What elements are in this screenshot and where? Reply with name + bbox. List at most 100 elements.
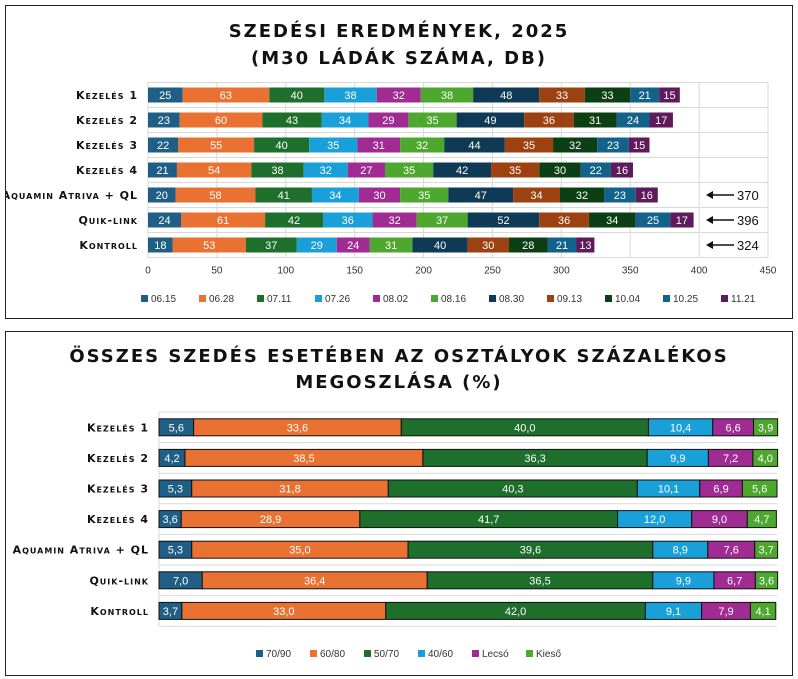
bar-segment	[508, 237, 548, 253]
data-label: 38,5	[293, 453, 314, 465]
data-label: 3,6	[162, 514, 177, 526]
legend-label: 09.13	[557, 294, 582, 305]
data-label: 35	[418, 190, 430, 202]
data-label: 16	[616, 165, 628, 177]
x-tick-label: 100	[277, 266, 294, 277]
data-label: 17	[655, 115, 667, 127]
category-label: Kezelés 2	[87, 452, 149, 465]
bar-segment	[400, 137, 445, 153]
x-tick-label: 350	[622, 266, 639, 277]
data-label: 40	[291, 90, 303, 102]
bar-segment	[303, 162, 348, 178]
bar-segment	[584, 87, 631, 103]
bar-segment	[368, 112, 409, 128]
data-label: 23	[158, 115, 170, 127]
bar-segment	[539, 212, 589, 228]
bar-segment	[182, 87, 270, 103]
bar-segment	[400, 187, 449, 203]
bar-segment	[324, 87, 377, 103]
bar-segment	[635, 212, 671, 228]
legend-label: 06.28	[209, 294, 234, 305]
category-label: Kezelés 2	[76, 114, 138, 127]
data-label: 44	[468, 140, 480, 152]
bar-segment	[311, 187, 359, 203]
data-label: 21	[156, 165, 168, 177]
legend-label: 50/70	[374, 649, 399, 660]
data-label: 48	[500, 90, 512, 102]
data-label: 15	[663, 90, 675, 102]
legend-swatch	[663, 295, 670, 302]
data-label: 7,0	[173, 575, 188, 587]
data-label: 30	[373, 190, 385, 202]
data-label: 55	[210, 140, 222, 152]
bar-segment	[181, 212, 266, 228]
data-label: 5,3	[168, 545, 183, 557]
bar-segment	[178, 137, 255, 153]
data-label: 23	[607, 140, 619, 152]
data-label: 33,0	[273, 606, 294, 618]
stacked-bar-chart-percent: Kezelés 1 5,6 33,6 40,0 10,4 6,6 3,9 Kezelés 2 4…	[13, 411, 779, 660]
data-label: 4,0	[758, 453, 773, 465]
category-label: Kontroll	[90, 605, 149, 618]
bar-segment	[616, 112, 650, 128]
legend-swatch	[364, 650, 371, 657]
data-label: 31,8	[279, 484, 300, 496]
data-label: 43	[286, 115, 298, 127]
data-label: 25	[647, 215, 659, 227]
data-label: 42	[288, 215, 300, 227]
chart-title: ÖSSZES SZEDÉS ESETÉBEN AZ OSZTÁLYOK SZÁZ…	[6, 344, 792, 396]
data-label: 16	[641, 190, 653, 202]
data-label: 12,0	[644, 514, 665, 526]
arrow-head-icon	[706, 241, 713, 249]
data-label: 40	[434, 240, 446, 252]
data-label: 38	[271, 165, 283, 177]
bar-segment	[336, 237, 370, 253]
category-label: Kezelés 4	[87, 513, 149, 526]
data-label: 35	[523, 140, 535, 152]
data-label: 34	[606, 215, 618, 227]
data-label: 28,9	[260, 514, 281, 526]
legend-swatch	[256, 650, 263, 657]
data-label: 4,1	[755, 606, 770, 618]
bar-segment	[588, 212, 636, 228]
data-label: 41,7	[478, 514, 499, 526]
data-label: 31	[373, 140, 385, 152]
data-label: 7,6	[724, 545, 739, 557]
data-label: 52	[497, 215, 509, 227]
bar-segment	[473, 87, 540, 103]
bar-segment	[448, 187, 514, 203]
chart-panel-harvest-results: SZEDÉSI EREDMÉNYEK, 2025 (M30 LÁDÁK SZÁM…	[5, 5, 793, 319]
bar-segment	[741, 479, 778, 498]
data-label: 33	[601, 90, 613, 102]
data-label: 39,6	[520, 545, 541, 557]
data-label: 3,7	[759, 545, 774, 557]
data-label: 47	[475, 190, 487, 202]
data-label: 3,7	[163, 606, 178, 618]
x-tick-label: 450	[760, 266, 777, 277]
bar-segment	[172, 237, 246, 253]
bar-segment	[749, 601, 777, 620]
bar-segment	[610, 162, 633, 178]
bar-segment	[524, 112, 574, 128]
category-label: Aquamin Atriva + QL	[6, 189, 138, 202]
bar-segment	[649, 112, 673, 128]
data-label: 37	[265, 240, 277, 252]
data-label: 20	[156, 190, 168, 202]
category-label: Quik-link	[89, 574, 149, 587]
bar-segment	[347, 162, 385, 178]
legend-label: 40/60	[428, 649, 453, 660]
bar-segment	[513, 187, 560, 203]
legend-swatch	[310, 650, 317, 657]
legend-label: 08.02	[383, 294, 408, 305]
bar-segment	[148, 87, 183, 103]
legend-swatch	[199, 295, 206, 302]
bar-segment	[254, 137, 310, 153]
legend-label: 08.16	[441, 294, 466, 305]
bar-segment	[576, 237, 595, 253]
data-label: 24	[347, 240, 359, 252]
data-label: 32	[416, 140, 428, 152]
data-label: 42,0	[505, 606, 526, 618]
bar-segment	[408, 112, 457, 128]
data-label: 27	[360, 165, 372, 177]
bar-segment	[630, 87, 660, 103]
